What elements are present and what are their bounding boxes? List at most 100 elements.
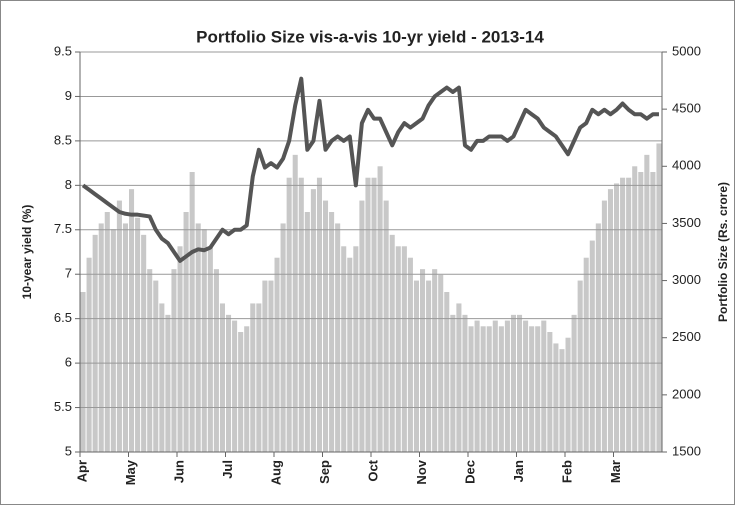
y2-tick-label: 3000: [672, 272, 701, 287]
bar: [207, 246, 213, 452]
bar: [238, 332, 244, 452]
bar: [286, 177, 292, 452]
y-tick-label: 6: [65, 355, 72, 370]
bar: [565, 337, 571, 452]
y2-tick-label: 5000: [672, 43, 701, 58]
y2-tick-label: 3500: [672, 215, 701, 230]
bar: [401, 246, 407, 452]
x-tick-label: Jun: [171, 460, 186, 483]
bar: [510, 314, 516, 452]
bar: [480, 326, 486, 452]
y-tick-label: 8.5: [54, 132, 72, 147]
y-tick-label: 7.5: [54, 221, 72, 236]
bar: [607, 189, 613, 452]
x-tick-label: Dec: [462, 460, 477, 484]
y-tick-label: 8: [65, 177, 72, 192]
bar: [650, 172, 656, 452]
bar: [620, 177, 626, 452]
bar: [159, 303, 165, 452]
y2-tick-label: 4500: [672, 101, 701, 116]
bar: [583, 257, 589, 452]
x-tick-label: Aug: [268, 460, 283, 485]
y2-tick-label: 2000: [672, 386, 701, 401]
bar: [626, 177, 632, 452]
bar: [535, 326, 541, 452]
bar: [268, 280, 274, 452]
bar: [486, 326, 492, 452]
bar: [116, 200, 122, 452]
bar: [595, 223, 601, 452]
bar: [262, 280, 268, 452]
bar: [110, 229, 116, 452]
bar: [213, 269, 219, 452]
bar: [541, 320, 547, 452]
bar: [492, 320, 498, 452]
x-tick-label: Feb: [559, 460, 574, 483]
bar: [219, 303, 225, 452]
bar: [256, 303, 262, 452]
bar: [656, 143, 662, 452]
x-tick-label: Apr: [74, 460, 89, 482]
bar: [171, 269, 177, 452]
y-axis-title: 10-year yield (%): [20, 205, 34, 300]
bar: [183, 212, 189, 452]
bar: [456, 303, 462, 452]
x-tick-label: Oct: [365, 459, 380, 481]
bar: [377, 166, 383, 453]
bar: [92, 234, 98, 452]
bar: [547, 332, 553, 452]
bar: [177, 246, 183, 452]
x-tick-label: Jul: [220, 460, 235, 479]
y-tick-label: 7: [65, 266, 72, 281]
y-tick-label: 6.5: [54, 310, 72, 325]
bar: [80, 292, 86, 452]
bar: [383, 200, 389, 452]
y-tick-label: 9: [65, 88, 72, 103]
bar: [141, 234, 147, 452]
bar: [122, 223, 128, 452]
bar: [135, 217, 141, 452]
line: [81, 76, 659, 263]
bar: [517, 314, 523, 452]
bar: [420, 269, 426, 452]
x-tick-label: Sep: [317, 460, 332, 484]
bar: [395, 246, 401, 452]
y2-tick-label: 4000: [672, 158, 701, 173]
chart-title: Portfolio Size vis-a-vis 10-yr yield - 2…: [196, 27, 544, 46]
bar: [298, 177, 304, 452]
bar: [474, 320, 480, 452]
bar: [553, 343, 559, 452]
bar: [310, 189, 316, 452]
bar: [638, 172, 644, 452]
bar: [389, 234, 395, 452]
bar: [426, 280, 432, 452]
bar: [189, 172, 195, 452]
bar: [201, 229, 207, 452]
bar: [129, 189, 135, 452]
bar: [153, 280, 159, 452]
bar: [632, 166, 638, 453]
bar: [244, 326, 250, 452]
bar: [644, 154, 650, 452]
bar: [577, 280, 583, 452]
y-tick-label: 9.5: [54, 43, 72, 58]
y2-tick-label: 2500: [672, 329, 701, 344]
bar: [98, 223, 104, 452]
bar: [468, 326, 474, 452]
bar: [529, 326, 535, 452]
bar: [462, 314, 468, 452]
bar: [559, 349, 565, 452]
bar: [250, 303, 256, 452]
bar: [498, 326, 504, 452]
bar: [523, 320, 529, 452]
bar: [147, 269, 153, 452]
bar: [335, 223, 341, 452]
bar: [359, 200, 365, 452]
x-tick-label: May: [123, 459, 138, 485]
bar: [353, 246, 359, 452]
bar: [165, 314, 171, 452]
y2-tick-label: 1500: [672, 443, 701, 458]
bar: [316, 177, 322, 452]
bar: [226, 314, 232, 452]
bar: [413, 280, 419, 452]
